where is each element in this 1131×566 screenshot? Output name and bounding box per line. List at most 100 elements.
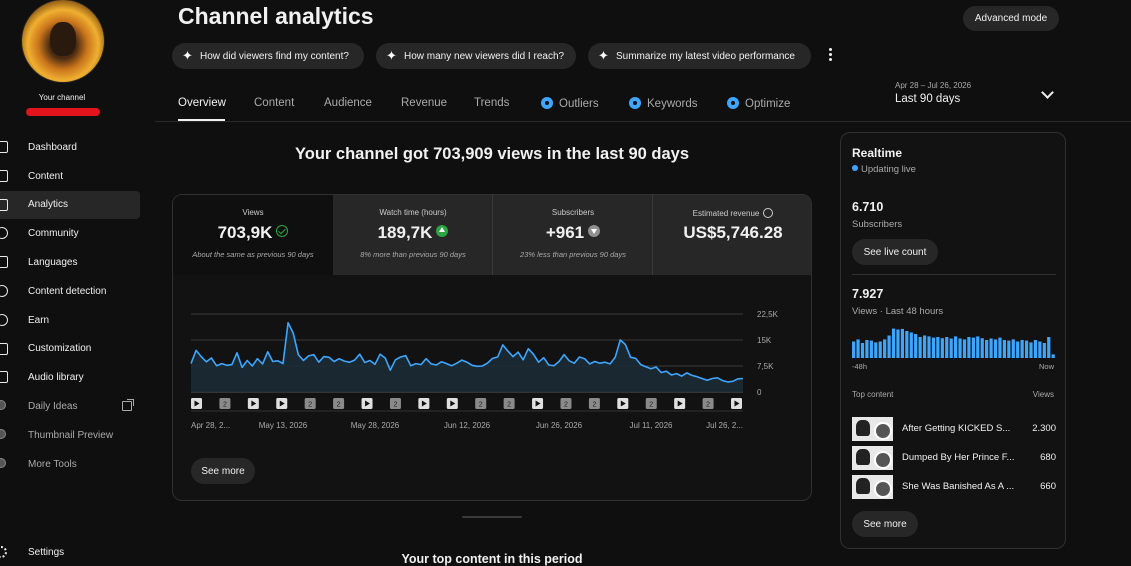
sparkle-icon: ✦ bbox=[598, 48, 609, 63]
sidebar-item-label: Content detection bbox=[28, 285, 107, 297]
divider bbox=[852, 274, 1056, 275]
realtime-bar-chart[interactable] bbox=[852, 328, 1056, 358]
metric-label: Watch time (hours) bbox=[379, 208, 447, 217]
suggestion-chip[interactable]: ✦ How did viewers find my content? bbox=[172, 43, 364, 69]
x-tick-label: Jun 26, 2026 bbox=[536, 421, 583, 430]
sidebar-item-label: Dashboard bbox=[28, 141, 77, 153]
top-content-label: Top content bbox=[852, 390, 894, 399]
realtime-bar bbox=[993, 339, 998, 358]
tab-optimize[interactable]: Optimize bbox=[727, 97, 790, 110]
sidebar-item-languages[interactable]: Languages bbox=[0, 248, 140, 277]
views-chart[interactable]: 22,5K 15K 7,5K 0 2 2 2 2 2 2 2 2 2 2 Apr 28, 2... May 1… bbox=[173, 195, 812, 501]
realtime-bar bbox=[962, 339, 967, 358]
sparkle-icon: ✦ bbox=[182, 48, 193, 63]
views-column-label: Views bbox=[1032, 390, 1054, 399]
play-icon bbox=[251, 400, 257, 407]
sidebar-item-audio-library[interactable]: Audio library bbox=[0, 363, 140, 392]
realtime-bar bbox=[865, 340, 869, 358]
video-thumbnail bbox=[852, 417, 893, 441]
chevron-down-icon[interactable] bbox=[1041, 86, 1054, 99]
video-title: Dumped By Her Prince F... bbox=[902, 452, 1015, 463]
see-live-count-button[interactable]: See live count bbox=[852, 239, 938, 265]
tab-content[interactable]: Content bbox=[254, 97, 295, 109]
metric-revenue[interactable]: Estimated revenue US$5,746.28 bbox=[653, 195, 811, 275]
sparkle-icon: ✦ bbox=[386, 48, 397, 63]
advanced-mode-button[interactable]: Advanced mode bbox=[963, 6, 1059, 31]
sidebar-item-analytics[interactable]: Analytics bbox=[0, 190, 140, 220]
sidebar-item-community[interactable]: Community bbox=[0, 219, 140, 248]
y-tick-label: 15K bbox=[757, 336, 772, 345]
sidebar-item-label: Customization bbox=[28, 343, 92, 355]
thumbnail-preview-icon bbox=[0, 428, 6, 439]
video-views: 680 bbox=[1040, 452, 1056, 463]
sidebar-item-dashboard[interactable]: Dashboard bbox=[0, 133, 140, 162]
realtime-bar bbox=[909, 332, 913, 358]
play-icon bbox=[535, 400, 541, 407]
badge-icon: 2 bbox=[223, 402, 227, 409]
clock-icon bbox=[763, 208, 774, 218]
see-more-button[interactable]: See more bbox=[191, 458, 255, 484]
channel-avatar[interactable] bbox=[22, 0, 104, 82]
upload-marker-icon bbox=[304, 398, 316, 409]
sidebar-item-more-tools[interactable]: More Tools bbox=[0, 450, 140, 479]
badge-icon: 2 bbox=[649, 402, 653, 409]
tab-revenue[interactable]: Revenue bbox=[401, 97, 448, 109]
top-content-row[interactable]: Dumped By Her Prince F... 680 bbox=[852, 446, 1056, 470]
play-icon bbox=[194, 400, 200, 407]
page-title: Channel analytics bbox=[178, 3, 374, 29]
realtime-bar bbox=[958, 338, 962, 358]
metric-value: 189,7K bbox=[333, 223, 493, 243]
suggestion-chip[interactable]: ✦ Summarize my latest video performance bbox=[588, 43, 811, 69]
tab-trends[interactable]: Trends bbox=[474, 97, 510, 109]
metric-note: About the same as previous 90 days bbox=[192, 250, 314, 259]
tab-audience[interactable]: Audience bbox=[324, 97, 372, 109]
sidebar-item-label: More Tools bbox=[28, 458, 77, 470]
sidebar-item-thumbnail-preview[interactable]: Thumbnail Preview bbox=[0, 421, 140, 450]
arrow-down-icon bbox=[588, 225, 601, 237]
sidebar-item-customization[interactable]: Customization bbox=[0, 335, 140, 364]
realtime-see-more-button[interactable]: See more bbox=[852, 511, 918, 537]
realtime-bar bbox=[954, 336, 958, 358]
sidebar-item-content[interactable]: Content bbox=[0, 162, 140, 191]
suggestion-chip[interactable]: ✦ How many new viewers did I reach? bbox=[376, 43, 576, 69]
views-line bbox=[190, 321, 744, 383]
metric-watch-time[interactable]: Watch time (hours) 189,7K 8% more than p… bbox=[333, 195, 493, 275]
realtime-bar bbox=[967, 337, 971, 358]
date-range-label[interactable]: Last 90 days bbox=[895, 93, 961, 105]
community-icon bbox=[0, 227, 8, 240]
top-content-heading: Your top content in this period bbox=[401, 552, 583, 566]
check-circle-icon bbox=[276, 225, 289, 237]
top-content-row[interactable]: After Getting KICKED S... 2.300 bbox=[852, 417, 1056, 441]
metric-subscribers[interactable]: Subscribers +961 23% less than previous … bbox=[493, 195, 653, 275]
x-tick-label: Jul 26, 2... bbox=[706, 421, 743, 430]
channel-label[interactable]: Your channel bbox=[38, 93, 86, 102]
sidebar-item-label: Community bbox=[28, 228, 79, 240]
x-tick-label: Jun 12, 2026 bbox=[444, 421, 491, 430]
x-tick-label: May 13, 2026 bbox=[259, 421, 308, 430]
upload-marker-icon bbox=[475, 398, 487, 409]
views-headline: Your channel got 703,909 views in the la… bbox=[294, 145, 690, 163]
tab-keywords[interactable]: Keywords bbox=[629, 97, 698, 110]
active-tab-indicator bbox=[178, 119, 225, 121]
optimize-icon bbox=[727, 97, 739, 109]
content-icon bbox=[0, 169, 8, 182]
play-icon bbox=[450, 400, 456, 407]
tab-outliers[interactable]: Outliers bbox=[541, 97, 599, 110]
top-content-row[interactable]: She Was Banished As A ... 660 bbox=[852, 475, 1056, 499]
sidebar-item-label: Earn bbox=[28, 314, 50, 326]
more-options-icon[interactable] bbox=[829, 48, 833, 62]
sidebar-item-content-detection[interactable]: Content detection bbox=[0, 277, 140, 306]
tab-overview[interactable]: Overview bbox=[178, 97, 226, 109]
sidebar-item-label: Analytics bbox=[28, 199, 69, 211]
metric-value: 703,9K bbox=[173, 223, 333, 243]
realtime-bar bbox=[927, 336, 931, 358]
play-icon bbox=[620, 400, 626, 407]
live-dot-icon bbox=[852, 165, 858, 171]
date-range-dates[interactable]: Apr 28 – Jul 26, 2026 bbox=[895, 81, 972, 90]
realtime-bar bbox=[985, 340, 989, 358]
sidebar-item-daily-ideas[interactable]: Daily Ideas bbox=[0, 392, 140, 421]
sidebar-item-settings[interactable]: Settings bbox=[0, 538, 140, 566]
realtime-bar bbox=[976, 336, 980, 358]
metric-views[interactable]: Views 703,9K About the same as previous … bbox=[173, 195, 333, 275]
sidebar-item-earn[interactable]: Earn bbox=[0, 306, 140, 335]
